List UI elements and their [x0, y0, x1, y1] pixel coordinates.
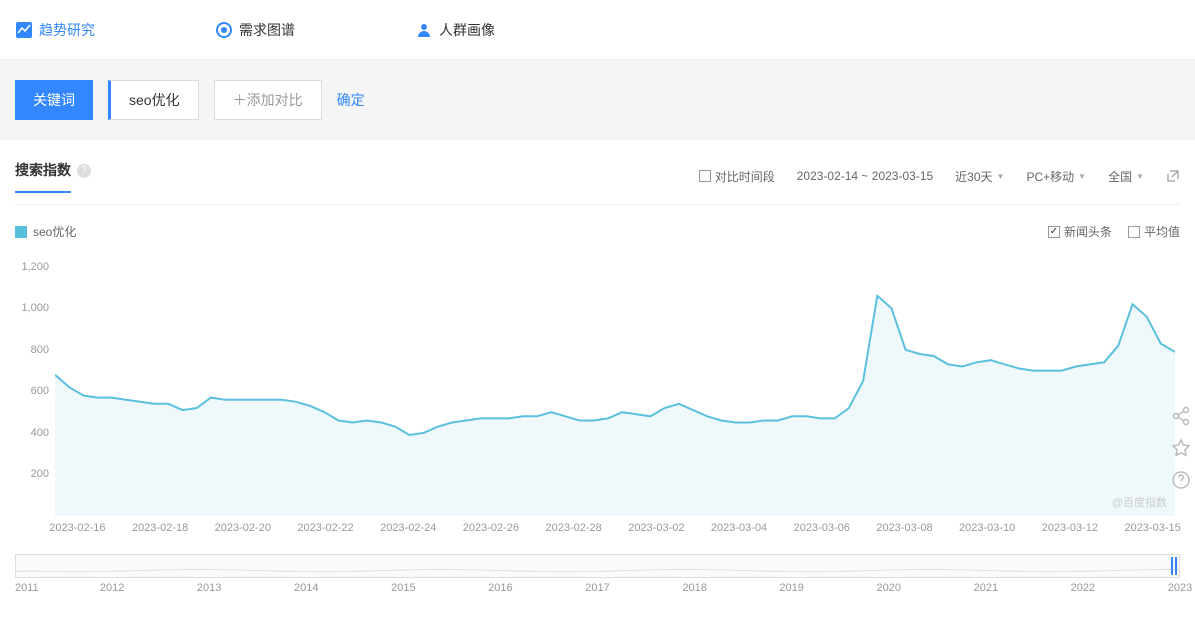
news-label: 新闻头条	[1064, 223, 1112, 240]
region-label: 全国	[1108, 168, 1132, 185]
checkbox-icon	[1048, 226, 1060, 238]
x-axis: 2023-02-162023-02-182023-02-202023-02-22…	[55, 516, 1175, 546]
avg-toggle[interactable]: 平均值	[1128, 223, 1180, 240]
legend-series-label: seo优化	[33, 223, 76, 240]
top-nav: 趋势研究 需求图谱 人群画像	[0, 0, 1195, 60]
device-dropdown[interactable]: PC+移动 ▼	[1026, 168, 1086, 185]
x-tick: 2023-02-20	[215, 522, 271, 534]
chart-panel: 搜索指数 ? 对比时间段 2023-02-14 ~ 2023-03-15 近30…	[0, 140, 1195, 546]
legend-swatch	[15, 226, 27, 238]
nav-trend[interactable]: 趋势研究	[15, 20, 95, 40]
x-tick: 2023-03-04	[711, 522, 767, 534]
keyword-tag[interactable]: seo优化	[108, 80, 199, 120]
trend-icon	[15, 21, 33, 39]
help-icon[interactable]	[1171, 470, 1191, 490]
y-axis: 200 400 600 800 1,000 1,200	[15, 246, 55, 516]
panel-header: 搜索指数 ? 对比时间段 2023-02-14 ~ 2023-03-15 近30…	[15, 140, 1180, 205]
brush-track[interactable]	[15, 554, 1180, 578]
brush-year: 2012	[100, 582, 124, 594]
crowd-icon	[415, 21, 433, 39]
brush-year: 2013	[197, 582, 221, 594]
y-tick: 200	[31, 468, 49, 480]
x-tick: 2023-03-02	[628, 522, 684, 534]
add-compare-button[interactable]: ＋添加对比	[214, 80, 322, 120]
x-tick: 2023-02-28	[546, 522, 602, 534]
y-tick: 400	[31, 427, 49, 439]
compare-period-label: 对比时间段	[715, 168, 775, 185]
brush-year: 2016	[488, 582, 512, 594]
nav-trend-label: 趋势研究	[39, 20, 95, 40]
brush-year: 2017	[585, 582, 609, 594]
brush-year: 2014	[294, 582, 318, 594]
brush-svg	[16, 555, 1179, 577]
region-dropdown[interactable]: 全国 ▼	[1108, 168, 1144, 185]
panel-title: 搜索指数	[15, 160, 71, 192]
date-range-display[interactable]: 2023-02-14 ~ 2023-03-15	[797, 169, 933, 183]
watermark: @百度指数	[1112, 494, 1167, 510]
chevron-down-icon: ▼	[997, 172, 1005, 181]
date-range-text: 2023-02-14 ~ 2023-03-15	[797, 169, 933, 183]
recent-label: 近30天	[955, 168, 992, 185]
device-label: PC+移动	[1026, 168, 1074, 185]
brush-years: 2011 2012 2013 2014 2015 2016 2017 2018 2019 2020…	[15, 582, 1180, 602]
nav-demand-label: 需求图谱	[239, 20, 295, 40]
brush-year: 2023	[1168, 582, 1192, 594]
keyword-button[interactable]: 关键词	[15, 80, 93, 120]
y-tick: 600	[31, 385, 49, 397]
y-tick: 1,000	[21, 302, 49, 314]
star-icon[interactable]	[1171, 438, 1191, 458]
legend-series[interactable]: seo优化	[15, 223, 76, 240]
brush-handle[interactable]	[1171, 557, 1177, 575]
brush-year: 2022	[1071, 582, 1095, 594]
nav-crowd-label: 人群画像	[439, 20, 495, 40]
x-tick: 2023-03-10	[959, 522, 1015, 534]
x-tick: 2023-02-24	[380, 522, 436, 534]
share-icon[interactable]	[1171, 406, 1191, 426]
brush-year: 2018	[682, 582, 706, 594]
legend-row: seo优化 新闻头条 平均值	[15, 205, 1180, 246]
chevron-down-icon: ▼	[1136, 172, 1144, 181]
brush-overview: 2011 2012 2013 2014 2015 2016 2017 2018 2019 2020…	[0, 554, 1195, 602]
chart-svg	[55, 246, 1175, 516]
help-icon[interactable]: ?	[77, 164, 91, 178]
external-link-icon[interactable]	[1166, 169, 1180, 183]
chart-plot[interactable]: @百度指数	[55, 246, 1175, 516]
brush-year: 2020	[877, 582, 901, 594]
brush-year: 2021	[974, 582, 998, 594]
keyword-bar: 关键词 seo优化 ＋添加对比 确定	[0, 60, 1195, 140]
x-tick: 2023-03-15	[1124, 522, 1180, 534]
x-tick: 2023-02-16	[49, 522, 105, 534]
news-toggle[interactable]: 新闻头条	[1048, 223, 1112, 240]
x-tick: 2023-03-12	[1042, 522, 1098, 534]
brush-year: 2011	[15, 582, 39, 594]
checkbox-icon	[699, 170, 711, 182]
panel-tools: 对比时间段 2023-02-14 ~ 2023-03-15 近30天 ▼ PC+…	[699, 168, 1180, 185]
compare-period-toggle[interactable]: 对比时间段	[699, 168, 775, 185]
x-tick: 2023-02-18	[132, 522, 188, 534]
chart-area: 200 400 600 800 1,000 1,200 @百度指数 2023-02-16 2…	[15, 246, 1180, 546]
brush-year: 2019	[779, 582, 803, 594]
checkbox-icon	[1128, 226, 1140, 238]
y-tick: 1,200	[21, 261, 49, 273]
recent-dropdown[interactable]: 近30天 ▼	[955, 168, 1004, 185]
y-tick: 800	[31, 344, 49, 356]
x-tick: 2023-03-08	[876, 522, 932, 534]
avg-label: 平均值	[1144, 223, 1180, 240]
side-rail	[1167, 400, 1195, 496]
nav-demand[interactable]: 需求图谱	[215, 20, 295, 40]
brush-year: 2015	[391, 582, 415, 594]
chevron-down-icon: ▼	[1078, 172, 1086, 181]
x-tick: 2023-02-22	[297, 522, 353, 534]
confirm-link[interactable]: 确定	[337, 90, 365, 110]
nav-crowd[interactable]: 人群画像	[415, 20, 495, 40]
x-tick: 2023-03-06	[794, 522, 850, 534]
demand-icon	[215, 21, 233, 39]
x-tick: 2023-02-26	[463, 522, 519, 534]
